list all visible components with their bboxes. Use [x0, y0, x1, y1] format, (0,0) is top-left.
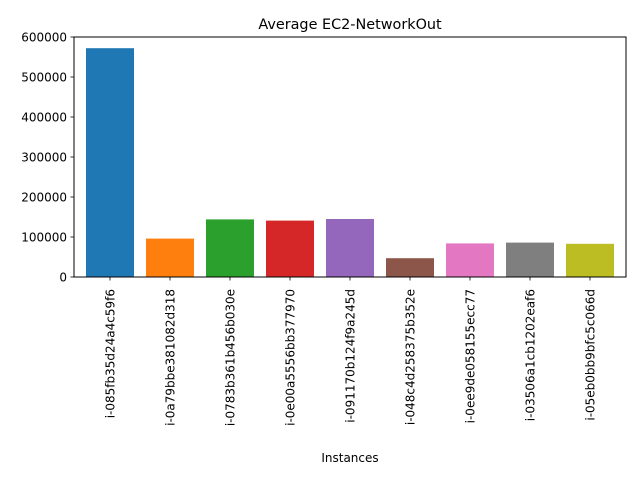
- x-tick-label: i-0783b361b456b030e: [224, 289, 238, 426]
- x-tick-label: i-05eb0bb9bfc5c066d: [584, 289, 598, 421]
- axes-frame: [73, 36, 627, 278]
- bar-i-03506a1cb1202eaf6: [506, 242, 554, 277]
- bar-i-0e00a5556bb377970: [266, 220, 314, 277]
- x-tick-label: i-0e00a5556bb377970: [284, 289, 298, 426]
- bar-i-085fb35d24a4c59f6: [86, 48, 134, 278]
- x-tick-label: i-048c4d258375b352e: [404, 289, 418, 425]
- y-tick-label: 500000: [21, 71, 67, 85]
- y-axis-ticks: 0 100000 200000 300000 400000 500000 600000: [21, 31, 74, 285]
- chart-title: Average EC2-NetworkOut: [258, 17, 442, 33]
- bar-i-0783b361b456b030e: [206, 219, 254, 277]
- bars-group: [86, 48, 614, 278]
- x-axis-ticks: i-085fb35d24a4c59f6 i-0a79bbe381082d318 i-…: [104, 277, 598, 426]
- y-tick-label: 100000: [21, 231, 67, 245]
- y-tick-label: 400000: [21, 111, 67, 125]
- bar-i-091170b124f9a245d: [326, 219, 374, 277]
- bar-i-0a79bbe381082d318: [146, 238, 194, 277]
- y-tick-label: 0: [59, 271, 67, 285]
- x-tick-label: i-0ee9de058155ecc77: [464, 289, 478, 423]
- y-tick-label: 300000: [21, 151, 67, 165]
- x-tick-label: i-091170b124f9a245d: [344, 289, 358, 423]
- x-axis-label: Instances: [321, 451, 378, 465]
- x-tick-label: i-03506a1cb1202eaf6: [524, 289, 538, 421]
- y-tick-label: 600000: [21, 31, 67, 45]
- x-tick-label: i-085fb35d24a4c59f6: [104, 289, 118, 418]
- x-tick-label: i-0a79bbe381082d318: [164, 289, 178, 426]
- bar-i-05eb0bb9bfc5c066d: [566, 243, 614, 277]
- y-tick-label: 200000: [21, 191, 67, 205]
- bar-i-0ee9de058155ecc77: [446, 243, 494, 277]
- bar-i-048c4d258375b352e: [386, 258, 434, 277]
